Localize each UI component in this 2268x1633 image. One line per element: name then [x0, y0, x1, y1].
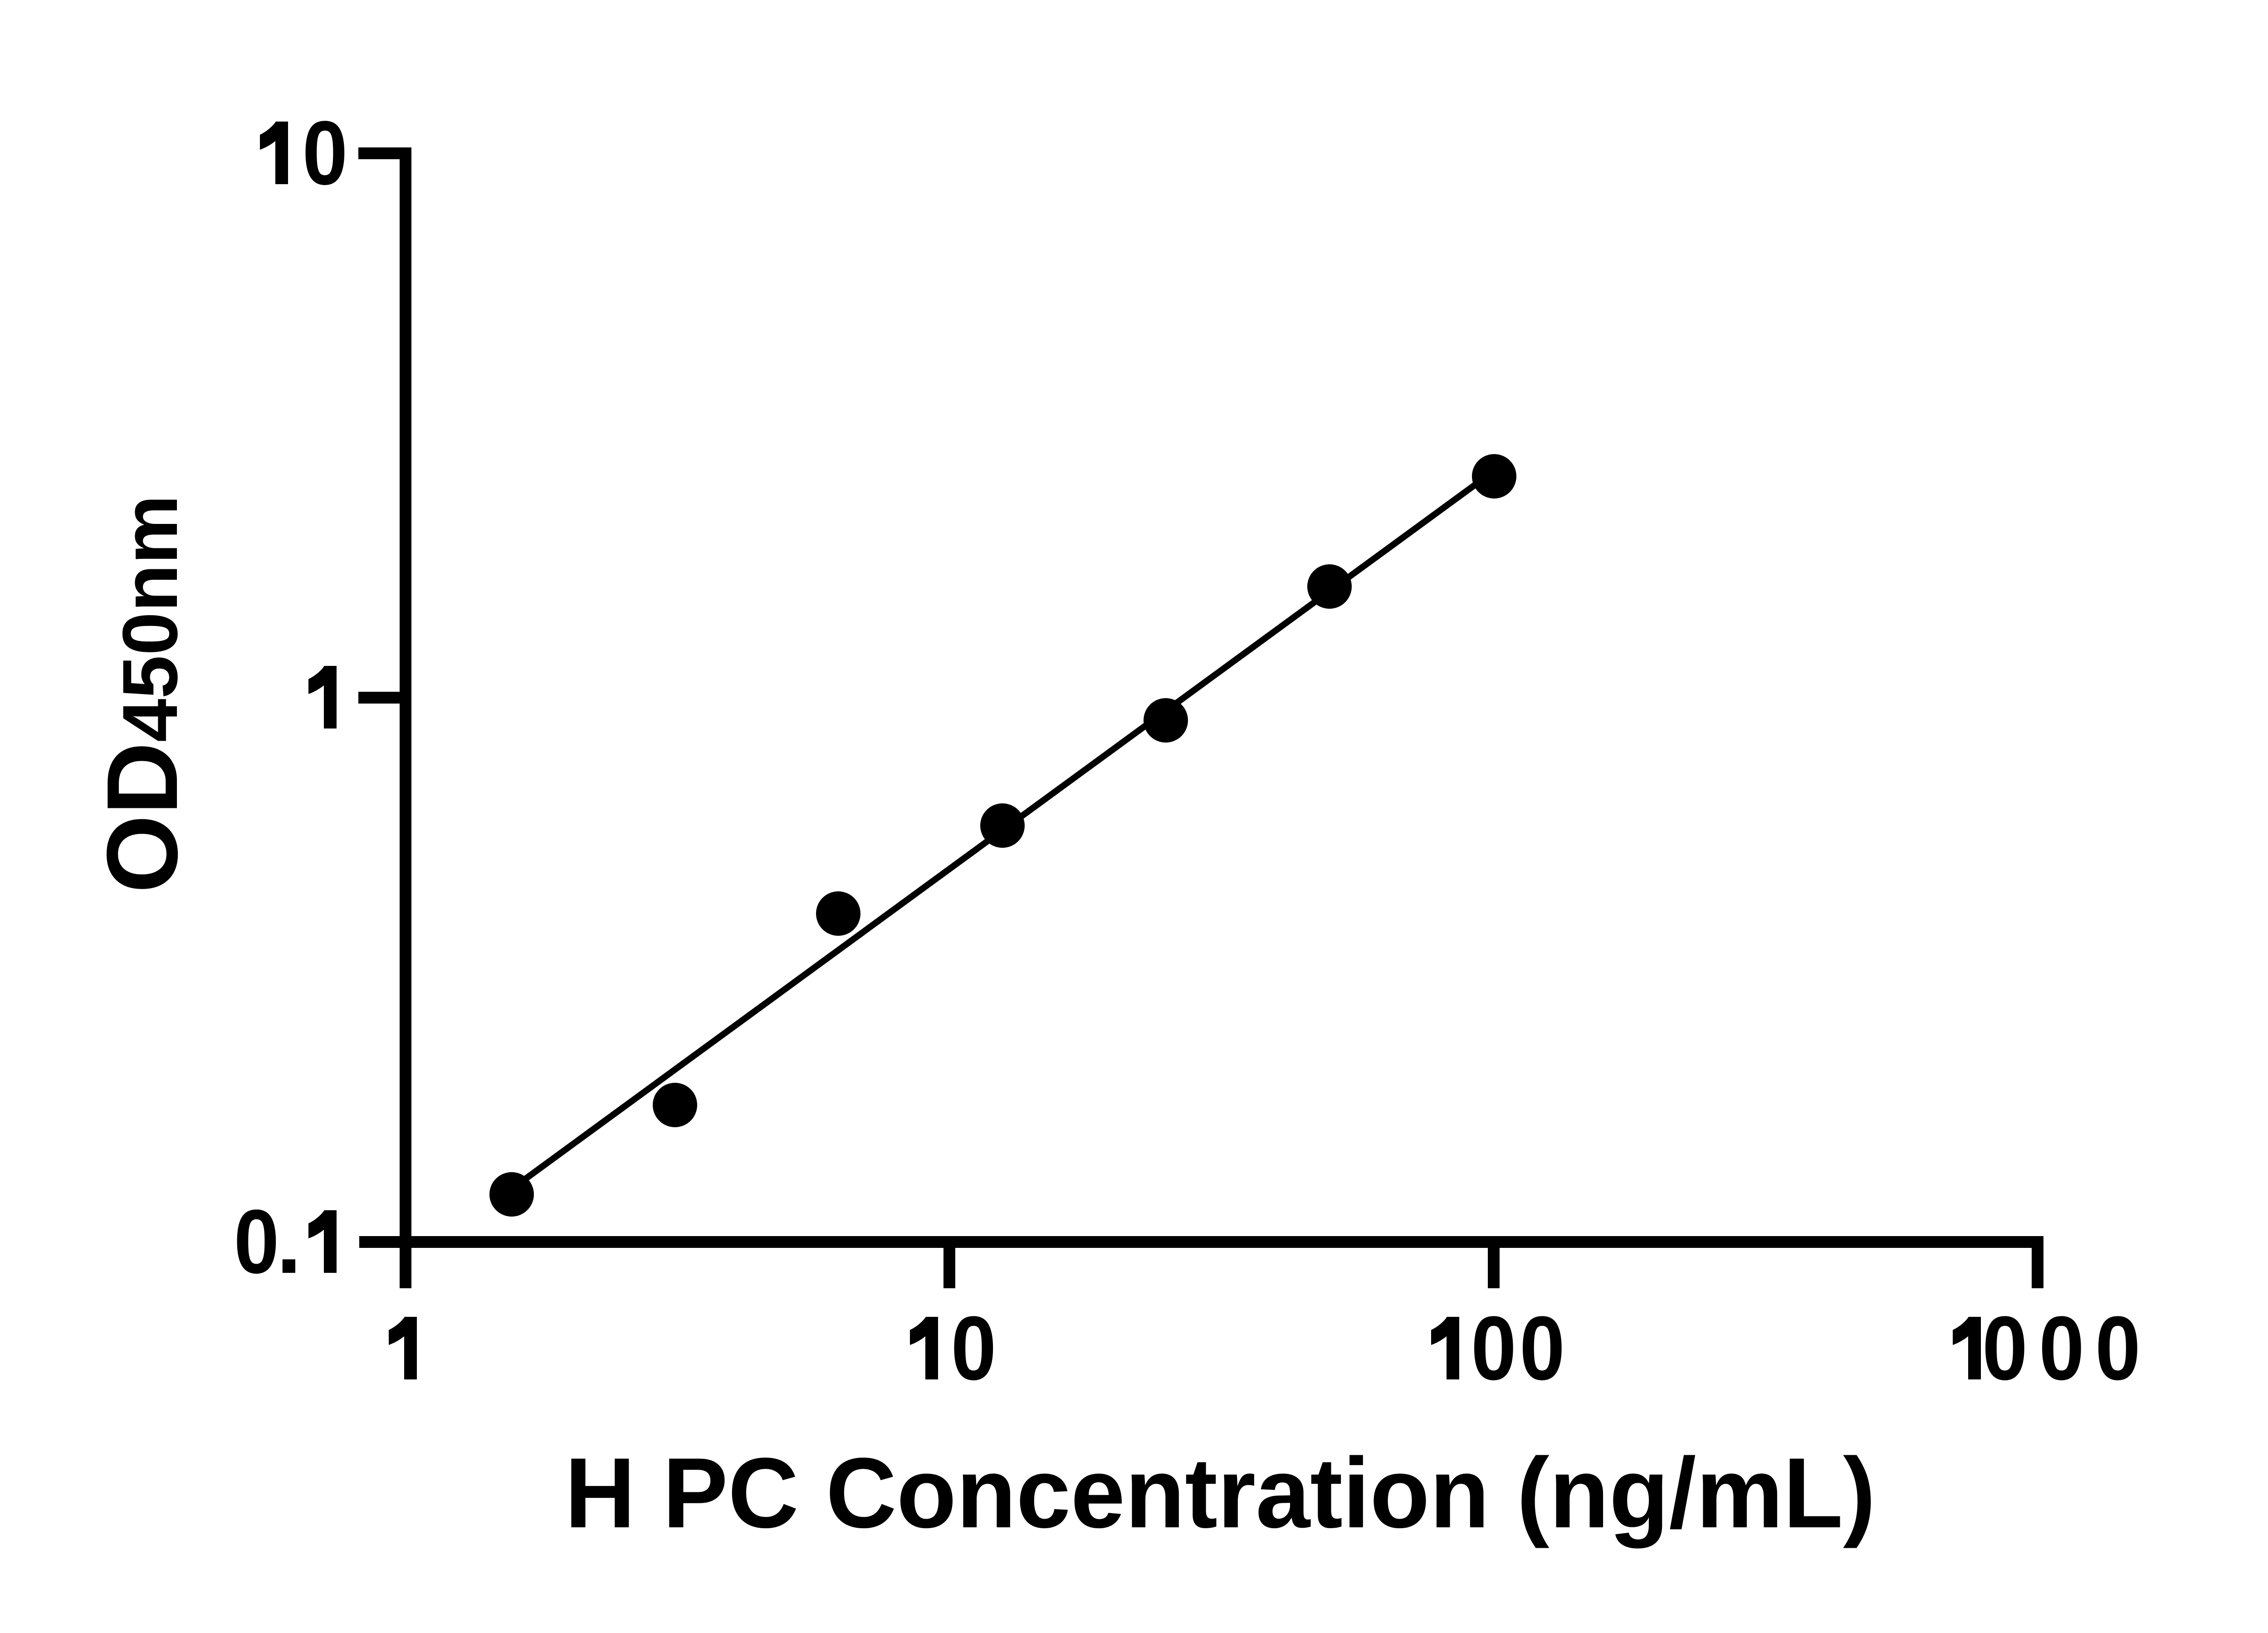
svg-text:0: 0	[1982, 1298, 2028, 1399]
svg-text:0: 0	[951, 1298, 996, 1399]
svg-text:0: 0	[302, 103, 347, 204]
svg-text:H PC Concentration (ng/mL): H PC Concentration (ng/mL)	[565, 1437, 1876, 1549]
svg-text:0: 0	[1471, 1298, 1516, 1399]
svg-text:0: 0	[2095, 1298, 2141, 1399]
svg-text:0: 0	[1520, 1298, 1565, 1399]
svg-text:OD450nm: OD450nm	[86, 495, 199, 893]
svg-text:0: 0	[234, 1191, 279, 1292]
svg-text:.: .	[276, 1191, 302, 1292]
svg-text:0: 0	[2039, 1298, 2084, 1399]
